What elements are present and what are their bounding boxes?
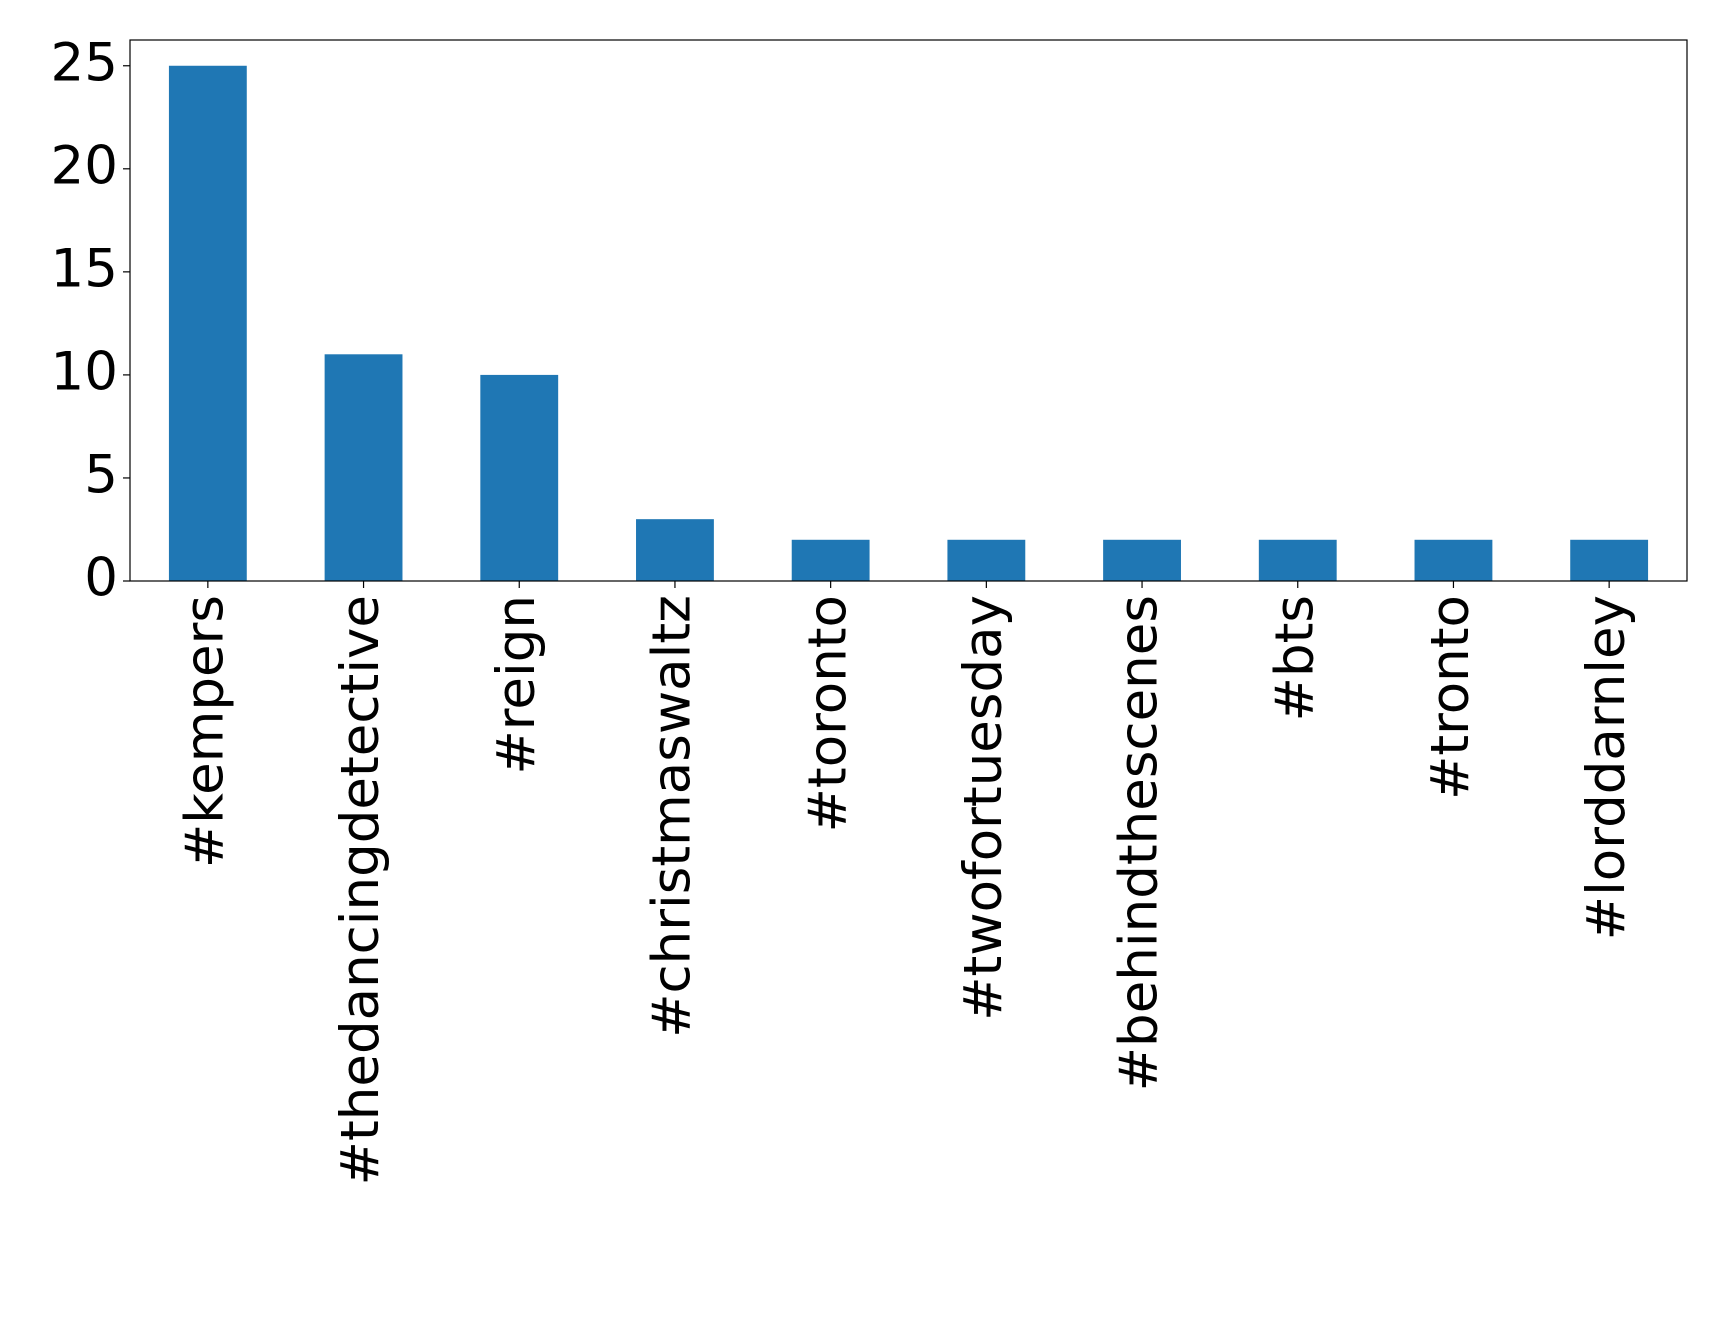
bar: [480, 374, 559, 581]
bar: [791, 539, 870, 581]
plot-frame: [129, 39, 1688, 582]
y-tick-label: 15: [51, 238, 118, 299]
bar: [1570, 539, 1649, 581]
y-tick-label: 10: [51, 342, 118, 403]
y-tick-label: 25: [51, 32, 118, 93]
x-tick-label: #behindthescenes: [1109, 595, 1170, 1091]
x-tick-label: #kempers: [174, 595, 235, 868]
y-tick-label: 5: [84, 445, 118, 506]
x-tick-label: #toronto: [797, 595, 858, 832]
x-tick-label: #christmaswaltz: [642, 595, 703, 1038]
bar: [324, 354, 403, 581]
bar: [168, 65, 247, 581]
y-tick-label: 20: [51, 135, 118, 196]
bar: [1414, 539, 1493, 581]
bar: [636, 519, 714, 581]
x-tick-label: #lorddarnley: [1576, 595, 1637, 940]
bar: [1103, 539, 1181, 581]
x-tick-label: #twofortuesday: [953, 595, 1014, 1021]
y-tick-label: 0: [84, 548, 118, 609]
x-tick-label: #bts: [1264, 595, 1325, 721]
x-tick-label: #reign: [486, 595, 547, 775]
bar: [947, 539, 1026, 581]
bar: [1258, 539, 1337, 581]
x-tick-label: #tronto: [1420, 595, 1481, 800]
x-tick-label: #thedancingdetective: [330, 595, 391, 1185]
